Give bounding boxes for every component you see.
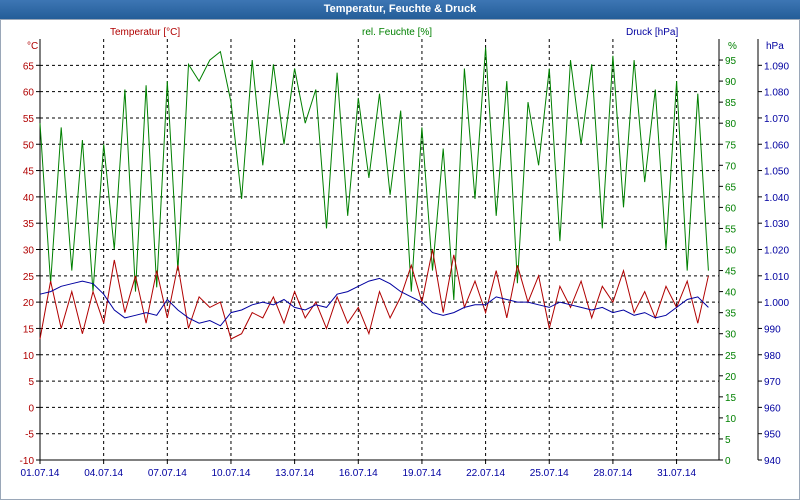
humidity-tick-label: 45 [725, 267, 737, 278]
pressure-tick-label: 990 [764, 324, 781, 335]
humidity-tick-label: 30 [725, 330, 737, 341]
x-tick-label: 22.07.14 [466, 468, 505, 479]
humidity-axis-label: rel. Feuchte [%] [362, 27, 432, 38]
humidity-tick-label: 70 [725, 161, 737, 172]
humidity-tick-label: 25 [725, 351, 737, 362]
pressure-tick-label: 1.010 [764, 272, 789, 283]
x-tick-label: 19.07.14 [402, 468, 441, 479]
pressure-line [39, 277, 709, 327]
pressure-tick-label: 1.040 [764, 193, 789, 204]
humidity-tick-label: 65 [725, 182, 737, 193]
axis-ticks: 01.07.14 04.07.14 07.07.14 10.07.14 13.07.14… [20, 56, 790, 479]
pressure-tick-label: 1.070 [764, 114, 789, 125]
humidity-tick-label: 50 [725, 246, 737, 257]
humidity-tick-label: 85 [725, 98, 737, 109]
humidity-tick-label: 90 [725, 77, 737, 88]
temperature-axis-label: Temperatur [°C] [110, 27, 180, 38]
pressure-tick-label: 1.030 [764, 219, 789, 230]
temperature-unit: °C [27, 41, 38, 52]
temperature-tick-label: 0 [28, 403, 34, 414]
x-tick-label: 13.07.14 [275, 468, 314, 479]
pressure-tick-label: 1.000 [764, 298, 789, 309]
grid-lines [40, 39, 719, 460]
x-tick-label: 10.07.14 [212, 468, 251, 479]
temperature-tick-label: 55 [23, 114, 35, 125]
humidity-tick-label: 10 [725, 414, 737, 425]
temperature-tick-label: -10 [20, 456, 35, 467]
temperature-tick-label: 25 [23, 272, 35, 283]
x-tick-label: 01.07.14 [21, 468, 60, 479]
temperature-tick-label: 5 [28, 377, 34, 388]
x-tick-label: 04.07.14 [84, 468, 123, 479]
humidity-tick-label: 40 [725, 288, 737, 299]
humidity-tick-label: 75 [725, 140, 737, 151]
x-tick-label: 16.07.14 [339, 468, 378, 479]
humidity-tick-label: 95 [725, 56, 737, 67]
humidity-tick-label: 15 [725, 393, 737, 404]
pressure-tick-label: 950 [764, 430, 781, 441]
temperature-tick-label: 20 [23, 298, 35, 309]
series-lines [39, 47, 709, 340]
temperature-line [39, 249, 709, 340]
temperature-tick-label: 60 [23, 88, 35, 99]
pressure-tick-label: 970 [764, 377, 781, 388]
x-tick-label: 07.07.14 [148, 468, 187, 479]
x-tick-label: 31.07.14 [657, 468, 696, 479]
pressure-tick-label: 1.080 [764, 88, 789, 99]
temperature-tick-label: 50 [23, 140, 35, 151]
humidity-tick-label: 0 [725, 456, 731, 467]
window-title: Temperatur, Feuchte & Druck [0, 0, 800, 19]
humidity-line [39, 47, 709, 301]
pressure-tick-label: 940 [764, 456, 781, 467]
humidity-unit: % [728, 41, 737, 52]
temperature-tick-label: 35 [23, 219, 35, 230]
pressure-tick-label: 1.050 [764, 167, 789, 178]
x-tick-label: 28.07.14 [593, 468, 632, 479]
temperature-tick-label: 65 [23, 61, 35, 72]
humidity-tick-label: 35 [725, 309, 737, 320]
humidity-tick-label: 60 [725, 203, 737, 214]
pressure-tick-label: 1.060 [764, 140, 789, 151]
temperature-tick-label: -5 [25, 430, 34, 441]
temperature-tick-label: 30 [23, 246, 35, 257]
humidity-tick-label: 20 [725, 372, 737, 383]
temperature-tick-label: 15 [23, 324, 35, 335]
temperature-tick-label: 10 [23, 351, 35, 362]
pressure-axis-label: Druck [hPa] [626, 27, 678, 38]
humidity-tick-label: 80 [725, 119, 737, 130]
pressure-tick-label: 960 [764, 403, 781, 414]
humidity-tick-label: 5 [725, 435, 731, 446]
temperature-tick-label: 45 [23, 167, 35, 178]
x-tick-label: 25.07.14 [530, 468, 569, 479]
pressure-tick-label: 980 [764, 351, 781, 362]
pressure-tick-label: 1.090 [764, 61, 789, 72]
humidity-tick-label: 55 [725, 224, 737, 235]
pressure-unit: hPa [766, 41, 784, 52]
temperature-tick-label: 40 [23, 193, 35, 204]
pressure-tick-label: 1.020 [764, 246, 789, 257]
